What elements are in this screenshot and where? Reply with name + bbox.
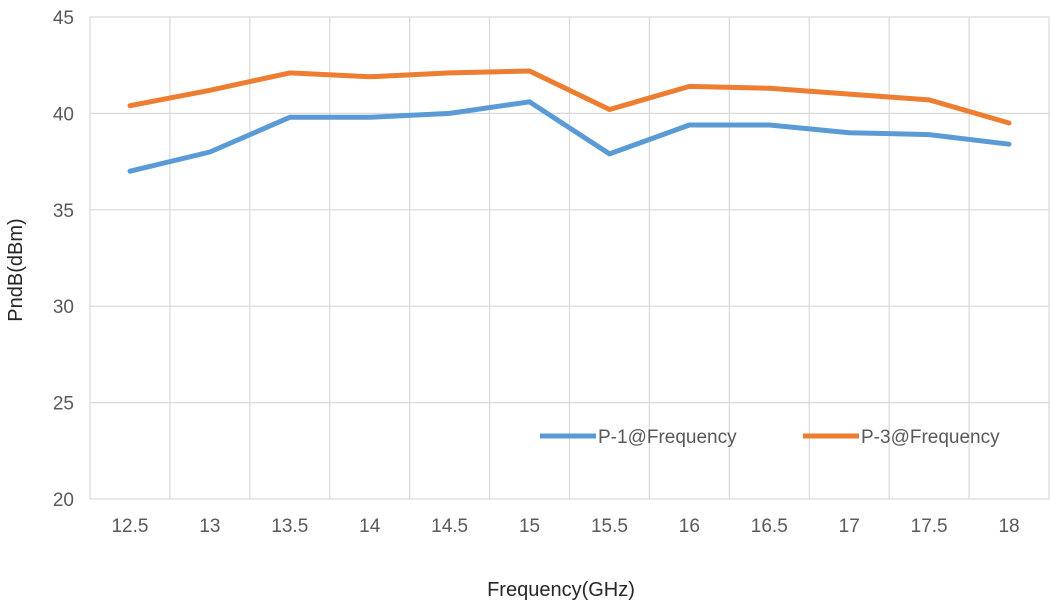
y-tick-label: 35 [53,201,74,222]
legend-label: P-3@Frequency [861,427,1000,448]
legend-label: P-1@Frequency [598,427,737,448]
x-tick-label: 18 [998,516,1019,537]
x-tick-label: 17.5 [911,516,948,537]
y-tick-label: 30 [53,297,74,318]
x-axis-ticks: 12.5 13 13.5 14 14.5 15 15.5 16 16.5 17 17.5 18 [111,516,1019,537]
x-tick-label: 14 [359,516,381,537]
y-tick-label: 45 [53,8,74,29]
x-tick-label: 15.5 [591,516,628,537]
y-tick-label: 20 [53,490,74,511]
x-tick-label: 17 [839,516,860,537]
x-tick-label: 13 [199,516,220,537]
x-tick-label: 12.5 [111,516,148,537]
x-tick-label: 16 [679,516,700,537]
x-tick-label: 15 [519,516,540,537]
x-tick-label: 14.5 [431,516,468,537]
y-axis-ticks: 20 25 30 35 40 45 [53,8,74,511]
legend: P-1@Frequency P-3@Frequency [540,427,1000,448]
y-axis-title: PndB(dBm) [5,218,27,321]
y-tick-label: 40 [53,104,74,125]
x-tick-label: 13.5 [271,516,308,537]
x-tick-label: 16.5 [751,516,788,537]
y-tick-label: 25 [53,394,74,415]
x-axis-title: Frequency(GHz) [487,579,635,601]
